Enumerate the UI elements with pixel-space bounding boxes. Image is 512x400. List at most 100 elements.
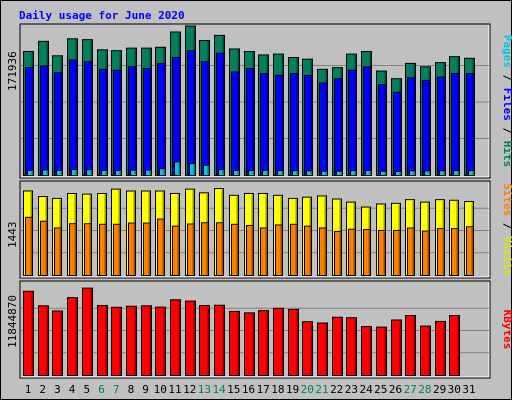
x-tick-label: 30 [448,383,461,396]
bar-sites-day-27 [407,227,415,277]
bar-shade [149,69,151,175]
bar-kbytes-day-7 [111,306,122,377]
panel-max-label: 11844870 [6,295,19,348]
x-tick-label: 16 [242,383,255,396]
bar-shade [59,229,61,275]
bar-shade [30,218,32,275]
bar-shade [149,171,151,175]
x-tick-label: 13 [198,383,211,396]
x-axis-day-labels: 1 2 3 4 5 6 7 8 9 10 11 12 13 14 15 16 17 18 19 20 21 22 23 24 2… [25,383,476,396]
bar-shade [280,225,282,275]
bar-kbytes-day-29 [435,320,446,377]
x-tick-label: 12 [183,383,196,396]
bar-pages-day-3 [56,169,63,176]
bar-shade [266,74,268,175]
bar-shade [443,171,445,175]
bar-shade [193,51,195,175]
bar-shade [119,71,121,175]
bar-kbytes-day-5 [82,287,93,377]
x-tick-label: 4 [69,383,76,396]
bar-kbytes-day-25 [376,326,387,376]
bar-shade [456,229,458,275]
x-tick-label: 8 [128,383,135,396]
bar-pages-day-27 [409,170,416,176]
bar-shade [472,171,474,175]
bar-kbytes-day-18 [273,307,284,377]
bar-sites-day-22 [334,230,342,276]
bar-shade [222,306,224,375]
x-tick-label: 31 [462,383,475,396]
x-tick-label: 14 [212,383,226,396]
bar-shade [369,327,371,375]
bar-shade [178,300,180,375]
bar-shade [296,171,298,175]
bar-shade [222,170,224,175]
x-tick-label: 5 [83,383,90,396]
bar-sites-day-7 [113,223,121,277]
bar-shade [46,306,48,375]
bar-shade [104,225,106,275]
x-tick-label: 27 [404,383,417,396]
bar-shade [281,171,283,175]
bar-kbytes-day-19 [288,308,299,376]
bar-kbytes-day-22 [332,316,343,376]
series-pages [27,161,475,177]
bar-kbytes-day-9 [141,305,152,376]
bar-shade [90,170,92,175]
bar-shade [90,289,92,375]
bar-shade [443,77,445,175]
bar-shade [281,76,283,175]
bar-pages-day-10 [159,168,166,176]
x-tick-label: 15 [227,383,240,396]
x-tick-label: 18 [271,383,284,396]
bar-sites-day-3 [54,227,62,277]
bar-shade [369,67,371,175]
bar-shade [428,171,430,175]
bar-shade [457,74,459,175]
bar-shade [237,171,239,175]
bar-sites-day-25 [378,229,386,276]
bar-sites-day-6 [99,223,107,277]
bar-pages-day-1 [27,169,34,176]
x-tick-label: 28 [418,383,431,396]
bar-kbytes-day-15 [229,310,240,377]
bar-shade [206,223,208,275]
bar-kbytes-day-1 [23,290,34,377]
x-tick-label: 11 [168,383,181,396]
bar-shade [178,58,180,175]
legend-part-1: / [501,68,512,88]
bar-shade [163,169,165,175]
bar-kbytes-day-27 [405,315,416,376]
bar-shade [207,62,209,175]
bar-sites-day-15 [231,223,239,277]
bar-shade [325,323,327,375]
bar-shade [75,61,77,175]
bar-shade [296,74,298,175]
bar-shade [31,292,33,375]
bar-shade [163,308,165,375]
bar-kbytes-day-26 [391,319,402,377]
series-kbytes [23,287,460,377]
bar-kbytes-day-10 [155,306,166,377]
bar-shade [399,172,401,175]
panel-max-label: 1443 [6,222,19,249]
bar-shade [221,223,223,275]
bar-shade [340,79,342,175]
bar-pages-day-11 [174,161,181,176]
bar-kbytes-day-28 [420,325,431,376]
bar-shade [149,306,151,375]
bar-shade [471,227,473,275]
bar-sites-day-30 [451,228,459,276]
x-tick-label: 29 [433,383,446,396]
bar-pages-day-9 [145,169,152,176]
bar-shade [295,225,297,275]
bar-shade [354,71,356,175]
panel-visits-sites: 1443 Sites / Visits [6,180,512,279]
bar-shade [119,308,121,375]
bar-shade [193,164,195,175]
bar-sites-day-20 [304,225,312,277]
bar-shade [148,224,150,275]
bar-sites-day-31 [466,226,474,276]
bar-shade [340,318,342,375]
